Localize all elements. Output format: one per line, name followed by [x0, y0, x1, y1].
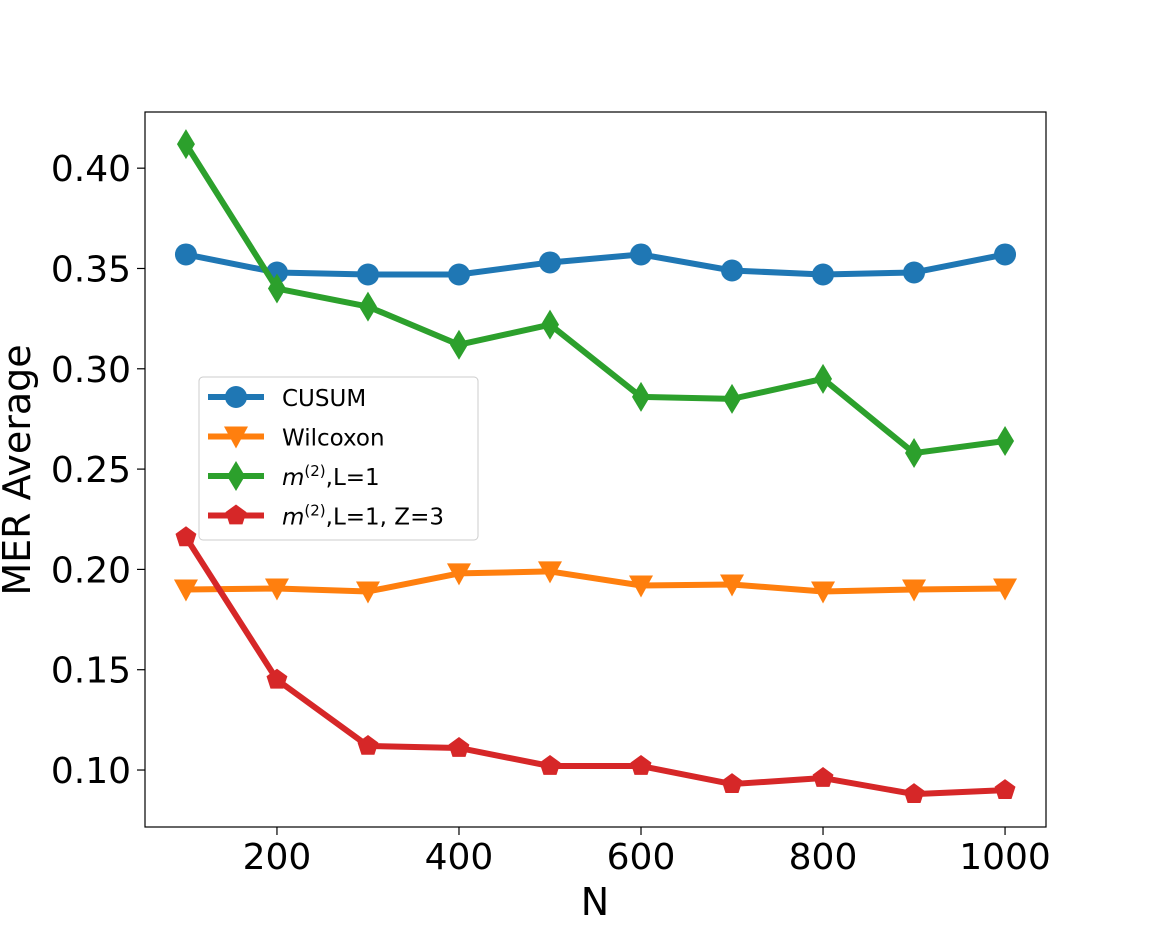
data-point — [356, 263, 379, 286]
x-tick-label: 600 — [607, 837, 676, 878]
data-point — [993, 578, 1018, 601]
data-point — [358, 291, 377, 322]
series-line — [183, 535, 1006, 798]
legend: CUSUM Wilcoxon m(2),L=1 m(2),L=1, Z=3 — [198, 376, 479, 541]
data-point — [540, 309, 559, 340]
y-tick-label: 0.25 — [51, 450, 131, 491]
data-point — [266, 668, 288, 689]
series-0 — [174, 243, 1017, 286]
series-3 — [175, 526, 1016, 803]
series-line — [185, 251, 1006, 278]
x-tick-label: 200 — [243, 837, 312, 878]
data-point — [902, 579, 927, 602]
legend-label: m(2),L=1, Z=3 — [282, 502, 444, 531]
x-axis-label: N — [581, 880, 609, 924]
data-point — [357, 735, 379, 755]
legend-label: m(2),L=1 — [282, 462, 380, 491]
data-point — [173, 579, 198, 602]
data-point — [720, 574, 745, 597]
legend-entry: m(2),L=1 — [208, 461, 380, 491]
data-point — [630, 243, 653, 266]
series-1 — [173, 561, 1018, 604]
x-tick-label: 400 — [425, 837, 494, 878]
legend-marker — [224, 426, 248, 449]
legend-marker — [227, 461, 245, 491]
data-point — [903, 261, 926, 284]
y-tick-label: 0.35 — [51, 249, 131, 290]
data-point — [448, 737, 470, 757]
legend-marker — [225, 504, 247, 525]
x-tick-label: 1000 — [959, 837, 1051, 878]
data-point — [723, 383, 742, 414]
legend-entry: Wilcoxon — [208, 426, 385, 452]
data-point — [538, 251, 561, 274]
data-point — [264, 578, 289, 601]
data-point — [176, 129, 195, 160]
y-tick-label: 0.20 — [51, 550, 131, 591]
data-point — [630, 755, 652, 775]
data-point — [446, 563, 471, 586]
data-point — [994, 243, 1017, 266]
data-point — [539, 755, 561, 775]
data-point — [175, 526, 197, 547]
x-tick-label: 800 — [789, 837, 858, 878]
data-point — [905, 438, 924, 469]
data-point — [994, 779, 1016, 799]
data-point — [811, 581, 836, 604]
series-line — [185, 568, 1006, 595]
data-point — [267, 273, 286, 304]
y-tick-label: 0.10 — [51, 751, 131, 792]
data-point — [721, 773, 743, 793]
data-point — [812, 263, 835, 286]
legend-entry: m(2),L=1, Z=3 — [208, 502, 444, 531]
data-point — [632, 381, 651, 412]
data-point — [447, 263, 470, 286]
data-point — [629, 575, 654, 598]
y-tick-label: 0.40 — [51, 149, 131, 190]
legend-marker — [225, 386, 247, 408]
data-point — [537, 561, 562, 584]
series-line — [183, 142, 1006, 457]
legend-box — [198, 376, 479, 541]
data-point — [721, 259, 744, 282]
y-tick-label: 0.15 — [51, 651, 131, 692]
data-point — [174, 243, 197, 266]
legend-label: Wilcoxon — [282, 426, 385, 452]
series-2 — [176, 129, 1015, 469]
data-point — [355, 581, 380, 604]
legend-entry: CUSUM — [208, 386, 366, 412]
data-point — [814, 363, 833, 394]
y-axis-label: MER Average — [0, 344, 39, 595]
data-point — [812, 767, 834, 787]
y-tick-label: 0.30 — [51, 350, 131, 391]
data-point — [449, 329, 468, 360]
data-point — [996, 426, 1015, 457]
legend-label: CUSUM — [282, 386, 366, 412]
data-point — [903, 783, 925, 803]
